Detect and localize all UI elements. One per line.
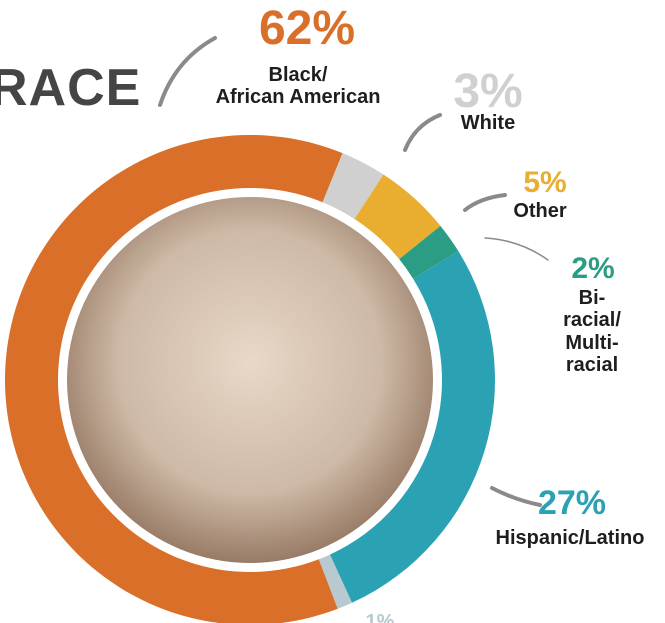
chart-title: RACE [0,59,142,117]
value-label: 1% [365,611,395,623]
donut-segment [322,153,384,219]
category-label: Other [513,200,567,222]
arrows [158,36,549,507]
arrow [403,113,442,152]
value-label: 2% [571,252,615,285]
donut-segment [5,135,343,623]
donut-segment [329,250,495,603]
donut-segment [399,225,459,279]
category-label: White [460,112,516,134]
value-label: 5% [523,166,567,199]
arrow [463,193,507,212]
category-label: Hispanic/Latino [495,527,645,549]
donut-segment [318,554,352,609]
arrow [484,237,549,261]
arrow [490,486,542,507]
photo [67,197,433,563]
category-label: Bi-racial/ Multi-racial [563,287,621,377]
value-label: 3% [453,65,523,118]
value-label: 62% [258,2,356,55]
arrow [158,36,217,107]
category-label: Black/ African American [215,64,381,109]
value-label: 27% [537,484,607,522]
donut-segment [354,174,441,260]
